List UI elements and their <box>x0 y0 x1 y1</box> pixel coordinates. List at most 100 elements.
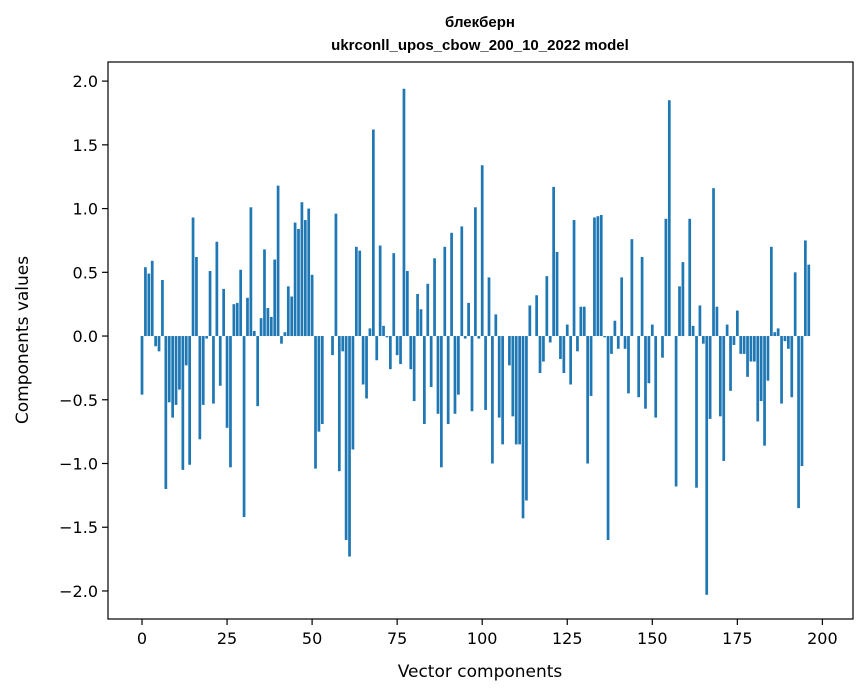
bar-40 <box>276 185 280 337</box>
bar-182 <box>759 336 763 402</box>
bar-12 <box>181 336 185 470</box>
bar-56 <box>331 336 334 356</box>
bar-87 <box>436 336 440 414</box>
bar-29 <box>239 269 243 337</box>
bar-122 <box>555 251 559 337</box>
bar-17 <box>198 336 202 440</box>
bar-35 <box>259 318 263 337</box>
bar-32 <box>249 207 253 337</box>
bar-135 <box>599 214 603 337</box>
bar-36 <box>263 249 266 337</box>
chart-subtitle: ukrconll_upos_cbow_200_10_2022 model <box>331 37 629 54</box>
bar-5 <box>157 336 161 352</box>
bar-6 <box>161 279 164 337</box>
bar-16 <box>195 257 198 337</box>
bars-group <box>140 88 811 595</box>
bar-14 <box>188 336 192 465</box>
bar-143 <box>627 336 630 394</box>
y-tick-label: 2.0 <box>73 72 98 91</box>
bar-191 <box>790 336 794 398</box>
bar-39 <box>273 259 277 337</box>
bar-34 <box>256 336 260 407</box>
bar-11 <box>178 336 181 390</box>
bar-0 <box>140 336 144 395</box>
bar-196 <box>807 264 811 337</box>
bar-57 <box>334 213 338 337</box>
bar-124 <box>562 336 566 374</box>
bar-153 <box>661 336 664 358</box>
bar-186 <box>773 332 777 337</box>
bar-127 <box>572 220 576 337</box>
bar-60 <box>344 336 348 540</box>
bar-165 <box>701 336 705 344</box>
bar-33 <box>252 330 256 337</box>
bar-134 <box>596 216 600 337</box>
bar-22 <box>215 241 219 337</box>
bar-49 <box>307 208 311 337</box>
bar-128 <box>576 336 579 352</box>
bar-104 <box>494 314 498 337</box>
bar-111 <box>518 336 521 445</box>
bar-140 <box>616 336 620 349</box>
bar-44 <box>290 296 294 337</box>
bar-194 <box>800 336 804 467</box>
bar-65 <box>361 336 365 385</box>
x-tick-label: 25 <box>217 629 237 648</box>
bar-43 <box>286 286 290 337</box>
bar-173 <box>729 336 732 391</box>
bar-106 <box>501 336 504 445</box>
bar-189 <box>783 336 787 342</box>
bar-117 <box>538 336 542 374</box>
bar-28 <box>235 302 239 337</box>
bar-95 <box>463 336 467 339</box>
bar-102 <box>487 277 491 337</box>
bar-61 <box>348 336 351 557</box>
bar-37 <box>266 307 270 337</box>
y-tick-label: −2.0 <box>59 582 98 601</box>
bar-113 <box>525 336 528 501</box>
bar-120 <box>548 336 552 343</box>
bar-19 <box>205 336 209 339</box>
y-tick-label: −1.0 <box>59 454 98 473</box>
bar-70 <box>378 245 382 337</box>
y-tick-label: 0.5 <box>73 263 98 282</box>
bar-46 <box>297 228 300 337</box>
bar-167 <box>708 336 712 419</box>
bar-83 <box>423 336 426 424</box>
bar-180 <box>752 336 756 362</box>
bar-8 <box>167 336 171 403</box>
bar-193 <box>797 336 800 509</box>
bar-129 <box>579 306 583 337</box>
x-tick-label: 150 <box>637 629 668 648</box>
y-tick-label: 0.0 <box>73 327 98 346</box>
bar-161 <box>688 218 692 337</box>
bar-187 <box>776 328 780 337</box>
bar-24 <box>222 288 226 337</box>
bar-26 <box>229 336 232 468</box>
bar-131 <box>586 336 590 464</box>
bar-97 <box>470 336 474 412</box>
bar-157 <box>674 336 678 487</box>
bar-144 <box>630 239 634 337</box>
bar-82 <box>419 309 423 337</box>
bar-80 <box>412 336 416 402</box>
bar-137 <box>606 336 610 540</box>
y-tick-label: −1.5 <box>59 518 98 537</box>
bar-94 <box>460 226 464 337</box>
bar-133 <box>593 217 596 337</box>
x-tick-label: 100 <box>467 629 498 648</box>
bar-132 <box>589 336 593 396</box>
x-tick-label: 75 <box>387 629 407 648</box>
x-tick-label: 175 <box>722 629 753 648</box>
bar-63 <box>354 246 358 337</box>
x-tick-label: 125 <box>552 629 583 648</box>
bar-116 <box>535 295 538 337</box>
bar-139 <box>613 320 617 337</box>
bar-166 <box>705 336 709 595</box>
bar-52 <box>317 336 321 432</box>
x-tick-label: 200 <box>807 629 838 648</box>
x-axis-label: Vector components <box>398 662 563 682</box>
x-tick-label: 50 <box>302 629 322 648</box>
bar-91 <box>450 232 453 337</box>
